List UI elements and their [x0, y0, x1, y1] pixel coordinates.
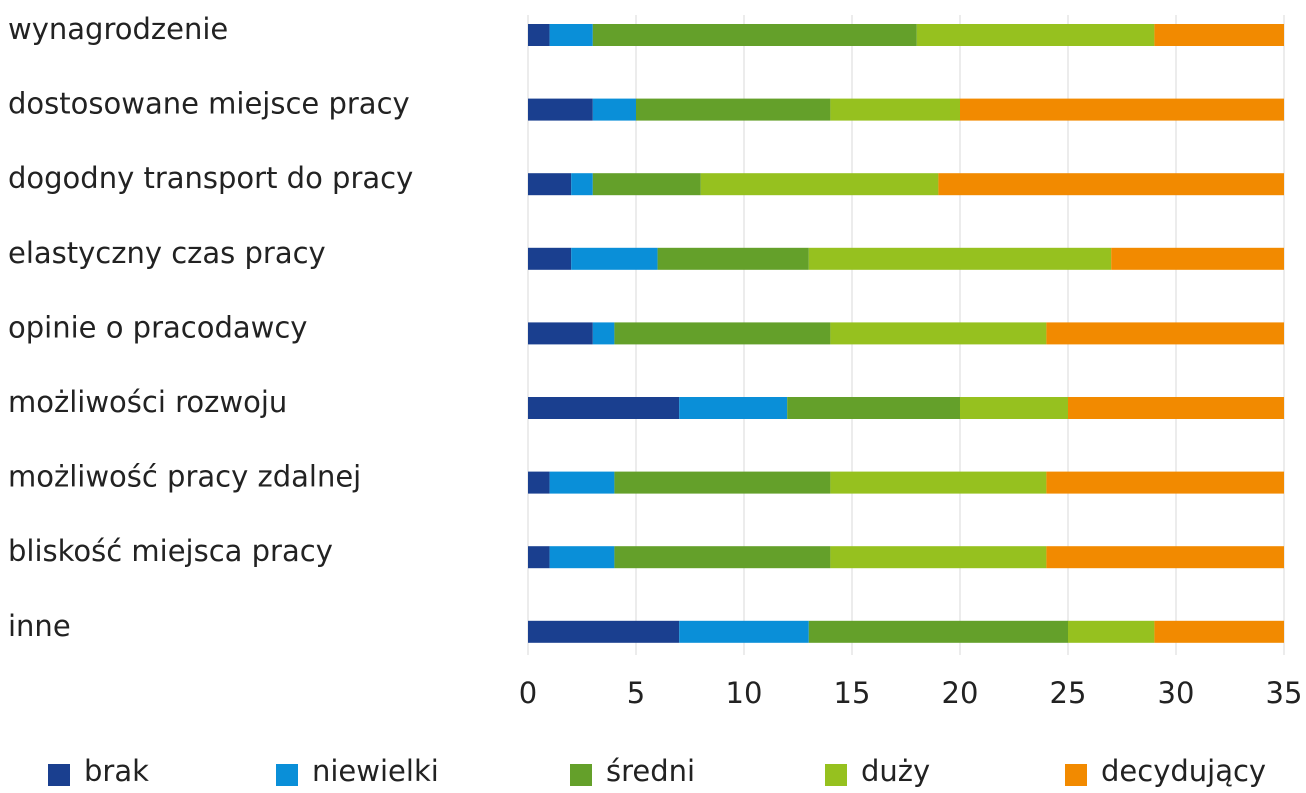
bar-segment: [700, 173, 939, 196]
bar-segment: [1068, 397, 1284, 419]
bar-segment: [592, 98, 636, 121]
bar-segment: [830, 546, 1047, 569]
legend-swatch: [1065, 764, 1087, 786]
bar-segment: [960, 98, 1284, 121]
bar-segment: [549, 471, 615, 494]
x-tick-label: 0: [519, 676, 537, 710]
bar-segment: [571, 247, 658, 270]
bar-segment: [808, 620, 1068, 643]
bar-segment: [614, 322, 831, 345]
bar-segment: [614, 546, 831, 569]
x-tick-label: 20: [942, 676, 979, 710]
legend-label: niewielki: [312, 754, 439, 788]
bar-segment: [636, 98, 831, 121]
bar-segment: [528, 546, 550, 569]
bar-segment: [614, 471, 831, 494]
bar-segment: [1154, 620, 1284, 643]
x-tick-label: 10: [726, 676, 763, 710]
legend-label: brak: [84, 754, 149, 788]
bar-segment: [1068, 620, 1155, 643]
legend-swatch: [570, 764, 592, 786]
bar-segment: [528, 620, 680, 643]
bar-segment: [528, 397, 680, 419]
bar-segment: [528, 471, 550, 494]
legend-label: średni: [606, 754, 695, 788]
category-label: elastyczny czas pracy: [8, 236, 326, 270]
bar-segment: [830, 322, 1047, 345]
category-label: inne: [8, 609, 71, 643]
category-label: bliskość miejsca pracy: [8, 534, 333, 568]
legend-label: decydujący: [1101, 754, 1266, 788]
legend-swatch: [825, 764, 847, 786]
bar-segment: [528, 98, 593, 121]
bar-segment: [830, 98, 960, 121]
bar-segment: [528, 247, 572, 270]
bar-segment: [1046, 546, 1284, 569]
bar-segment: [528, 24, 550, 46]
bar-segment: [960, 397, 1068, 419]
bar-segment: [1046, 471, 1284, 494]
bar-segment: [679, 397, 788, 419]
legend-swatch: [48, 764, 70, 786]
category-label: możliwości rozwoju: [8, 385, 287, 419]
x-tick-label: 35: [1266, 676, 1303, 710]
bar-segment: [571, 173, 593, 196]
category-label: wynagrodzenie: [8, 12, 228, 46]
bar-segment: [830, 471, 1047, 494]
bar-segment: [1111, 247, 1284, 270]
category-label: dostosowane miejsce pracy: [8, 87, 410, 121]
bar-segment: [549, 24, 593, 46]
bar-segment: [592, 173, 701, 196]
bar-segment: [1046, 322, 1284, 345]
bar-segment: [657, 247, 809, 270]
legend-swatch: [276, 764, 298, 786]
x-tick-label: 30: [1158, 676, 1195, 710]
bar-segment: [592, 24, 917, 46]
bar-segment: [592, 322, 615, 345]
category-label: możliwość pracy zdalnej: [8, 460, 361, 494]
bar-segment: [549, 546, 615, 569]
bar-segment: [528, 173, 572, 196]
bar-segment: [787, 397, 960, 419]
category-label: opinie o pracodawcy: [8, 310, 307, 344]
bar-segment: [1154, 24, 1284, 46]
category-label: dogodny transport do pracy: [8, 161, 413, 195]
x-tick-label: 5: [627, 676, 645, 710]
bar-segment: [808, 247, 1112, 270]
x-tick-label: 25: [1050, 676, 1087, 710]
legend-label: duży: [861, 754, 930, 788]
bar-segment: [679, 620, 809, 643]
x-tick-label: 15: [834, 676, 871, 710]
bar-segment: [938, 173, 1284, 196]
bar-segment: [916, 24, 1155, 46]
bar-segment: [528, 322, 593, 345]
